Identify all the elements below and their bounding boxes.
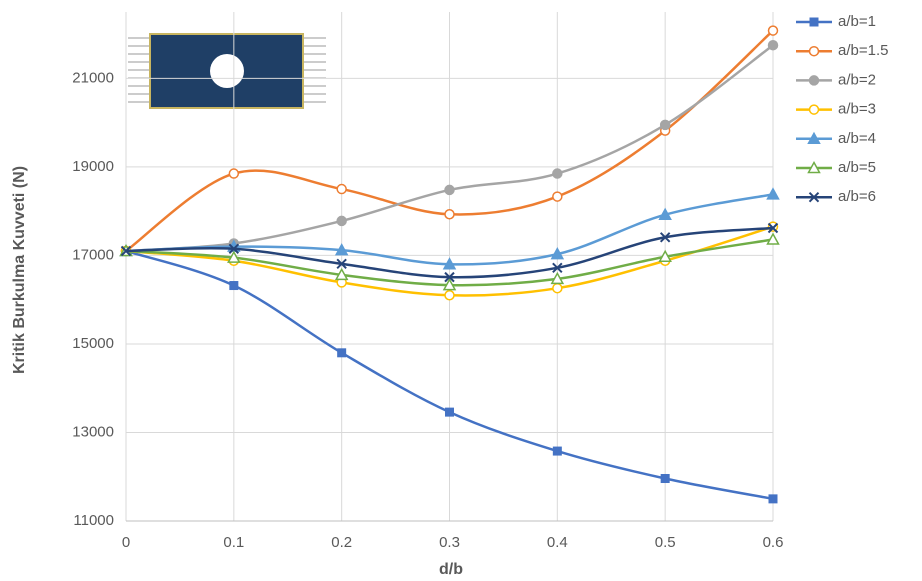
x-tick-label: 0.1 (223, 534, 244, 551)
x-tick-label: 0.3 (439, 534, 460, 551)
marker (553, 284, 562, 293)
chart: d/b Kritik Burkulma Kuvveti (N) 11000 130… (0, 0, 922, 581)
legend-label: a/b=6 (838, 188, 876, 205)
legend-label: a/b=2 (838, 71, 876, 88)
marker (810, 18, 819, 27)
inset-figure (128, 34, 326, 108)
x-tick-label: 0.5 (655, 534, 676, 551)
marker (769, 41, 778, 50)
marker (769, 494, 778, 503)
marker (229, 281, 238, 290)
marker (810, 47, 819, 56)
y-axis-title: Kritik Burkulma Kuvveti (N) (11, 166, 28, 374)
marker (661, 474, 670, 483)
y-tick-label: 15000 (72, 335, 114, 352)
marker (769, 26, 778, 35)
legend-label: a/b=1.5 (838, 42, 888, 59)
marker (553, 447, 562, 456)
y-tick-label: 19000 (72, 158, 114, 175)
marker (553, 169, 562, 178)
y-tick-label: 11000 (73, 512, 114, 529)
x-tick-label: 0.2 (331, 534, 352, 551)
legend-label: a/b=1 (838, 13, 876, 30)
legend-label: a/b=5 (838, 159, 876, 176)
marker (553, 192, 562, 201)
marker (337, 216, 346, 225)
marker (445, 185, 454, 194)
marker (810, 76, 819, 85)
y-tick-label: 13000 (72, 423, 114, 440)
x-axis-title: d/b (439, 561, 463, 578)
marker (445, 408, 454, 417)
legend-label: a/b=4 (838, 130, 876, 147)
marker (337, 185, 346, 194)
marker (661, 120, 670, 129)
marker (810, 105, 819, 114)
x-tick-label: 0.4 (547, 534, 568, 551)
marker (445, 291, 454, 300)
y-tick-label: 17000 (72, 246, 114, 263)
marker (337, 348, 346, 357)
legend-label: a/b=3 (838, 101, 876, 118)
y-tick-label: 21000 (72, 69, 114, 86)
x-tick-label: 0 (122, 534, 130, 551)
marker (229, 169, 238, 178)
x-tick-label: 0.6 (763, 534, 784, 551)
marker (445, 210, 454, 219)
